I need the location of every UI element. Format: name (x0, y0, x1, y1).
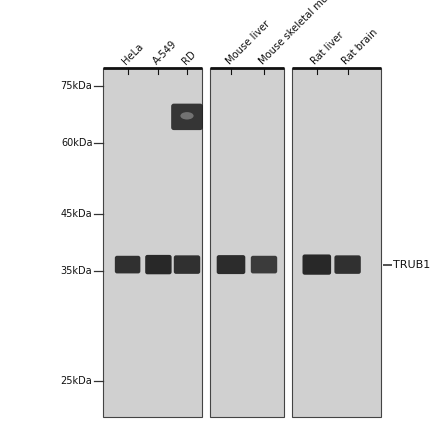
Text: A-549: A-549 (151, 38, 179, 66)
FancyBboxPatch shape (115, 256, 140, 273)
FancyBboxPatch shape (251, 256, 277, 273)
Text: 75kDa: 75kDa (61, 81, 92, 91)
Text: RD: RD (180, 49, 198, 66)
Text: 25kDa: 25kDa (61, 377, 92, 386)
Text: 60kDa: 60kDa (61, 138, 92, 148)
Bar (210, 68, 284, 417)
FancyBboxPatch shape (334, 255, 361, 274)
Text: 45kDa: 45kDa (61, 209, 92, 219)
Text: 35kDa: 35kDa (61, 266, 92, 276)
Ellipse shape (180, 112, 194, 120)
FancyBboxPatch shape (303, 254, 331, 275)
Text: HeLa: HeLa (121, 41, 146, 66)
Bar (292, 68, 381, 417)
Text: TRUB1: TRUB1 (393, 260, 430, 269)
FancyBboxPatch shape (145, 255, 172, 274)
FancyBboxPatch shape (216, 255, 246, 274)
Text: Mouse liver: Mouse liver (224, 19, 271, 66)
Bar (103, 68, 202, 417)
Text: Rat brain: Rat brain (341, 27, 380, 66)
FancyBboxPatch shape (171, 104, 203, 130)
Text: Mouse skeletal muscle: Mouse skeletal muscle (257, 0, 344, 66)
FancyBboxPatch shape (174, 255, 200, 274)
Text: Rat liver: Rat liver (310, 30, 346, 66)
